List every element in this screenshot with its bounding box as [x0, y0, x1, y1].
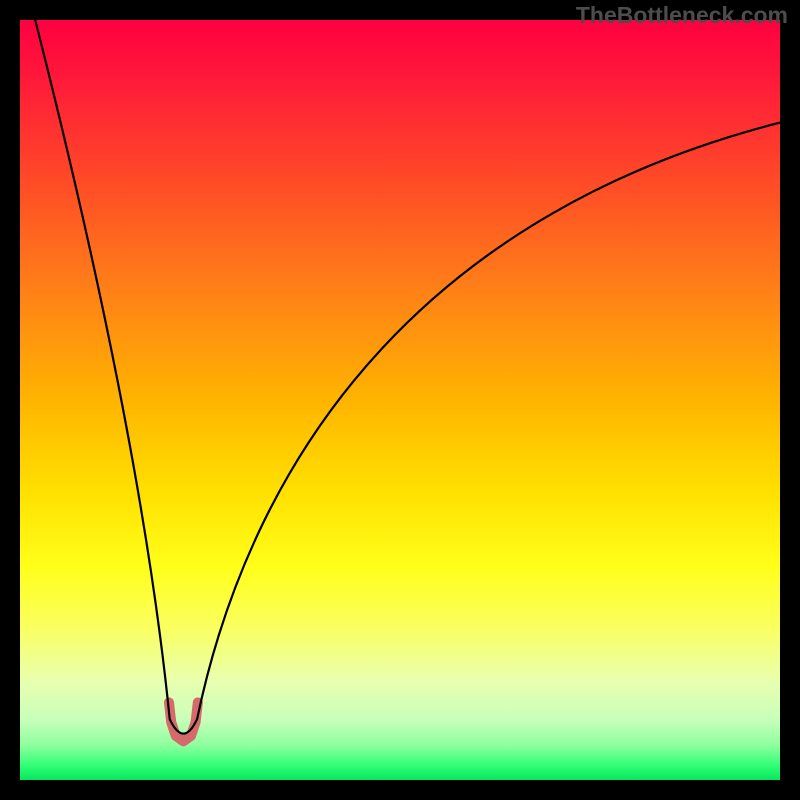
watermark-text: TheBottleneck.com: [576, 2, 788, 29]
plot-area: [20, 20, 780, 780]
curve-overlay: [20, 20, 780, 780]
chart-frame: TheBottleneck.com: [0, 0, 800, 800]
